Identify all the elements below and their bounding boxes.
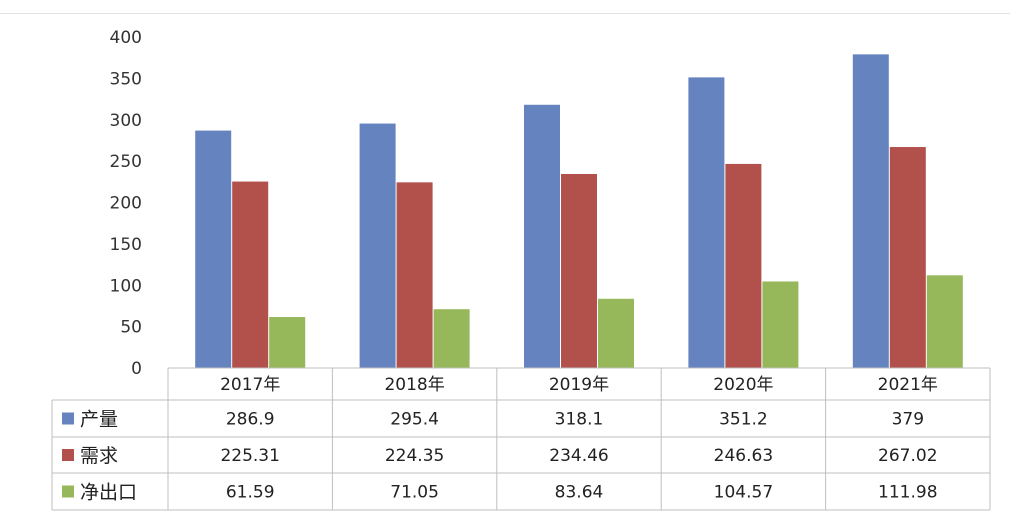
bar-2-2018年 [396, 182, 433, 368]
x-category-label: 2020年 [713, 375, 773, 395]
bar-1-2021年 [852, 54, 889, 368]
data-table-value: 246.63 [714, 446, 773, 466]
bar-2-2017年 [232, 181, 269, 368]
bar-1-2020年 [688, 77, 725, 368]
data-table-value: 379 [892, 410, 924, 430]
bar-1-2019年 [524, 104, 560, 368]
data-table-value: 61.59 [226, 483, 275, 503]
data-table-value: 295.4 [390, 410, 439, 430]
bar-2-2020年 [725, 163, 762, 368]
x-category-label: 2017年 [220, 375, 280, 395]
y-tick-label: 350 [110, 69, 142, 89]
data-table-value: 225.31 [220, 446, 279, 466]
bar-2-2019年 [561, 173, 597, 368]
data-table-value: 318.1 [555, 410, 604, 430]
data-table-value: 267.02 [878, 446, 937, 466]
data-table-value: 234.46 [549, 446, 608, 466]
y-tick-label: 300 [110, 111, 142, 131]
legend-swatch-2 [62, 449, 74, 461]
bar-3-2021年 [926, 275, 963, 368]
legend-label: 产量 [80, 409, 118, 431]
x-category-label: 2021年 [878, 375, 938, 395]
legend-swatch-3 [62, 485, 74, 498]
legend-swatch-1 [62, 412, 74, 425]
bar-3-2020年 [762, 281, 799, 368]
y-tick-label: 200 [110, 194, 142, 214]
data-table-value: 71.05 [390, 483, 439, 503]
y-tick-label: 0 [131, 359, 142, 379]
x-category-label: 2018年 [384, 375, 444, 395]
y-tick-label: 50 [120, 318, 142, 338]
legend-label: 净出口 [80, 482, 137, 504]
x-category-label: 2019年 [549, 375, 609, 395]
data-table-value: 111.98 [878, 483, 937, 503]
data-table-value: 286.9 [226, 410, 275, 430]
bar-3-2018年 [433, 309, 470, 368]
legend-label: 需求 [80, 445, 118, 467]
bar-1-2018年 [359, 123, 396, 368]
data-table-value: 351.2 [719, 410, 768, 430]
bar-3-2017年 [269, 317, 306, 368]
y-tick-label: 400 [110, 28, 142, 48]
data-table-value: 104.57 [714, 483, 773, 503]
data-table-value: 224.35 [385, 446, 444, 466]
bar-1-2017年 [195, 130, 232, 368]
y-tick-label: 100 [110, 276, 142, 296]
bar-3-2019年 [598, 298, 634, 368]
y-tick-label: 150 [110, 235, 142, 255]
y-tick-label: 250 [110, 152, 142, 172]
data-table-value: 83.64 [555, 483, 604, 503]
bar-2-2021年 [889, 147, 926, 368]
